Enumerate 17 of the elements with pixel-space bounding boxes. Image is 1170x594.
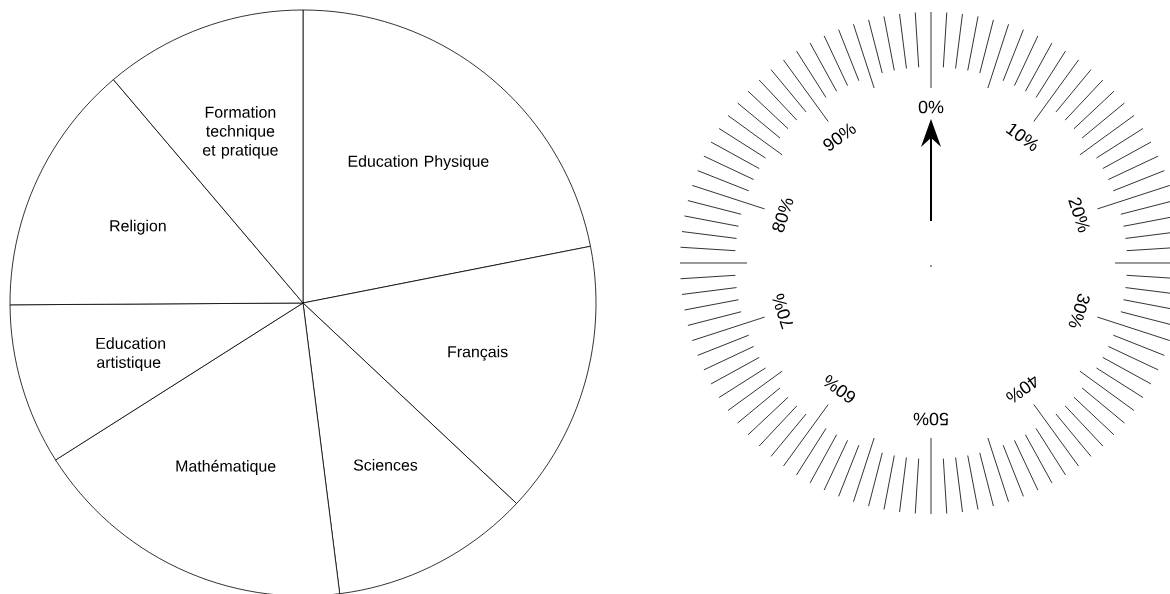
slice-label: Sciences [353,459,418,471]
slice-label: Education Physique [348,155,489,171]
text: 50% [913,412,949,426]
slice-label: Mathématique [176,459,276,475]
text: 80% [772,198,794,233]
text: 60% [823,375,856,403]
slice-label: Religion [110,219,166,235]
text: 10% [1005,123,1039,151]
text: 70% [772,293,794,330]
text: 0% [918,100,944,114]
text: 30% [1068,293,1090,328]
slice-label: Formation technique et pratique [202,106,278,159]
text: 40% [1006,376,1036,403]
slice-label: Français [448,345,508,361]
text: 90% [823,123,856,151]
slice-label: Education artistique [96,337,166,372]
text: 20% [1068,197,1090,233]
